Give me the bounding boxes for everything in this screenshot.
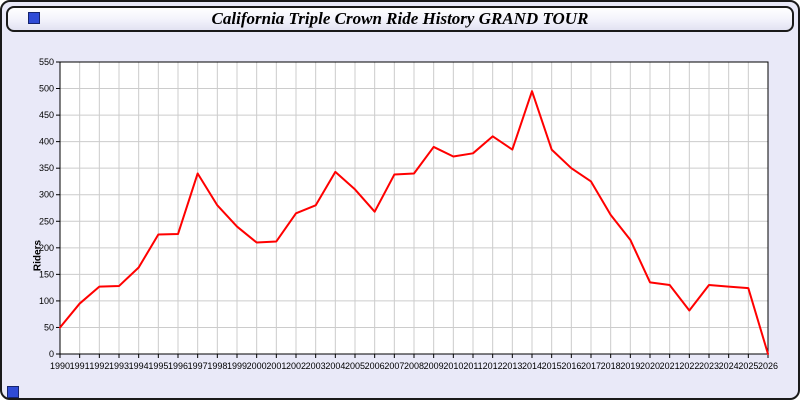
svg-text:2026: 2026 [758, 361, 778, 371]
svg-text:1997: 1997 [188, 361, 208, 371]
drag-handle-icon[interactable] [7, 386, 19, 398]
svg-text:2024: 2024 [719, 361, 739, 371]
svg-text:1994: 1994 [129, 361, 149, 371]
svg-text:2008: 2008 [404, 361, 424, 371]
svg-text:1999: 1999 [227, 361, 247, 371]
svg-text:1998: 1998 [207, 361, 227, 371]
svg-text:2023: 2023 [699, 361, 719, 371]
svg-text:1990: 1990 [50, 361, 70, 371]
svg-text:2012: 2012 [483, 361, 503, 371]
svg-text:1995: 1995 [148, 361, 168, 371]
svg-text:50: 50 [44, 322, 54, 332]
svg-text:2005: 2005 [345, 361, 365, 371]
svg-text:2004: 2004 [325, 361, 345, 371]
svg-text:100: 100 [39, 296, 54, 306]
svg-text:2006: 2006 [365, 361, 385, 371]
svg-text:550: 550 [39, 57, 54, 67]
svg-text:350: 350 [39, 163, 54, 173]
svg-text:300: 300 [39, 190, 54, 200]
svg-text:2017: 2017 [581, 361, 601, 371]
svg-text:1993: 1993 [109, 361, 129, 371]
svg-text:2020: 2020 [640, 361, 660, 371]
svg-text:2013: 2013 [502, 361, 522, 371]
svg-text:200: 200 [39, 243, 54, 253]
svg-text:0: 0 [49, 349, 54, 359]
svg-text:2022: 2022 [679, 361, 699, 371]
svg-text:2014: 2014 [522, 361, 542, 371]
svg-text:1992: 1992 [89, 361, 109, 371]
svg-text:2001: 2001 [266, 361, 286, 371]
riders-history-chart: Riders 0 50 100 150 200 250 300 350 400 450 500 550… [26, 54, 798, 394]
drag-handle-icon[interactable] [28, 12, 40, 24]
svg-text:2016: 2016 [561, 361, 581, 371]
svg-text:500: 500 [39, 84, 54, 94]
svg-text:2019: 2019 [620, 361, 640, 371]
svg-text:2002: 2002 [286, 361, 306, 371]
svg-text:450: 450 [39, 110, 54, 120]
page-title: California Triple Crown Ride History GRA… [211, 9, 589, 28]
svg-text:2018: 2018 [601, 361, 621, 371]
svg-text:2011: 2011 [463, 361, 482, 371]
svg-text:1991: 1991 [70, 361, 90, 371]
y-axis-label: Riders [32, 239, 44, 272]
svg-text:2000: 2000 [247, 361, 267, 371]
svg-text:2007: 2007 [384, 361, 404, 371]
svg-text:2021: 2021 [660, 361, 680, 371]
svg-text:1996: 1996 [168, 361, 188, 371]
svg-text:2009: 2009 [424, 361, 444, 371]
svg-text:2025: 2025 [738, 361, 758, 371]
svg-text:400: 400 [39, 137, 54, 147]
svg-text:2015: 2015 [542, 361, 562, 371]
title-bar: California Triple Crown Ride History GRA… [6, 6, 794, 32]
svg-text:2010: 2010 [443, 361, 463, 371]
svg-text:2003: 2003 [306, 361, 326, 371]
svg-text:250: 250 [39, 216, 54, 226]
svg-text:150: 150 [39, 269, 54, 279]
